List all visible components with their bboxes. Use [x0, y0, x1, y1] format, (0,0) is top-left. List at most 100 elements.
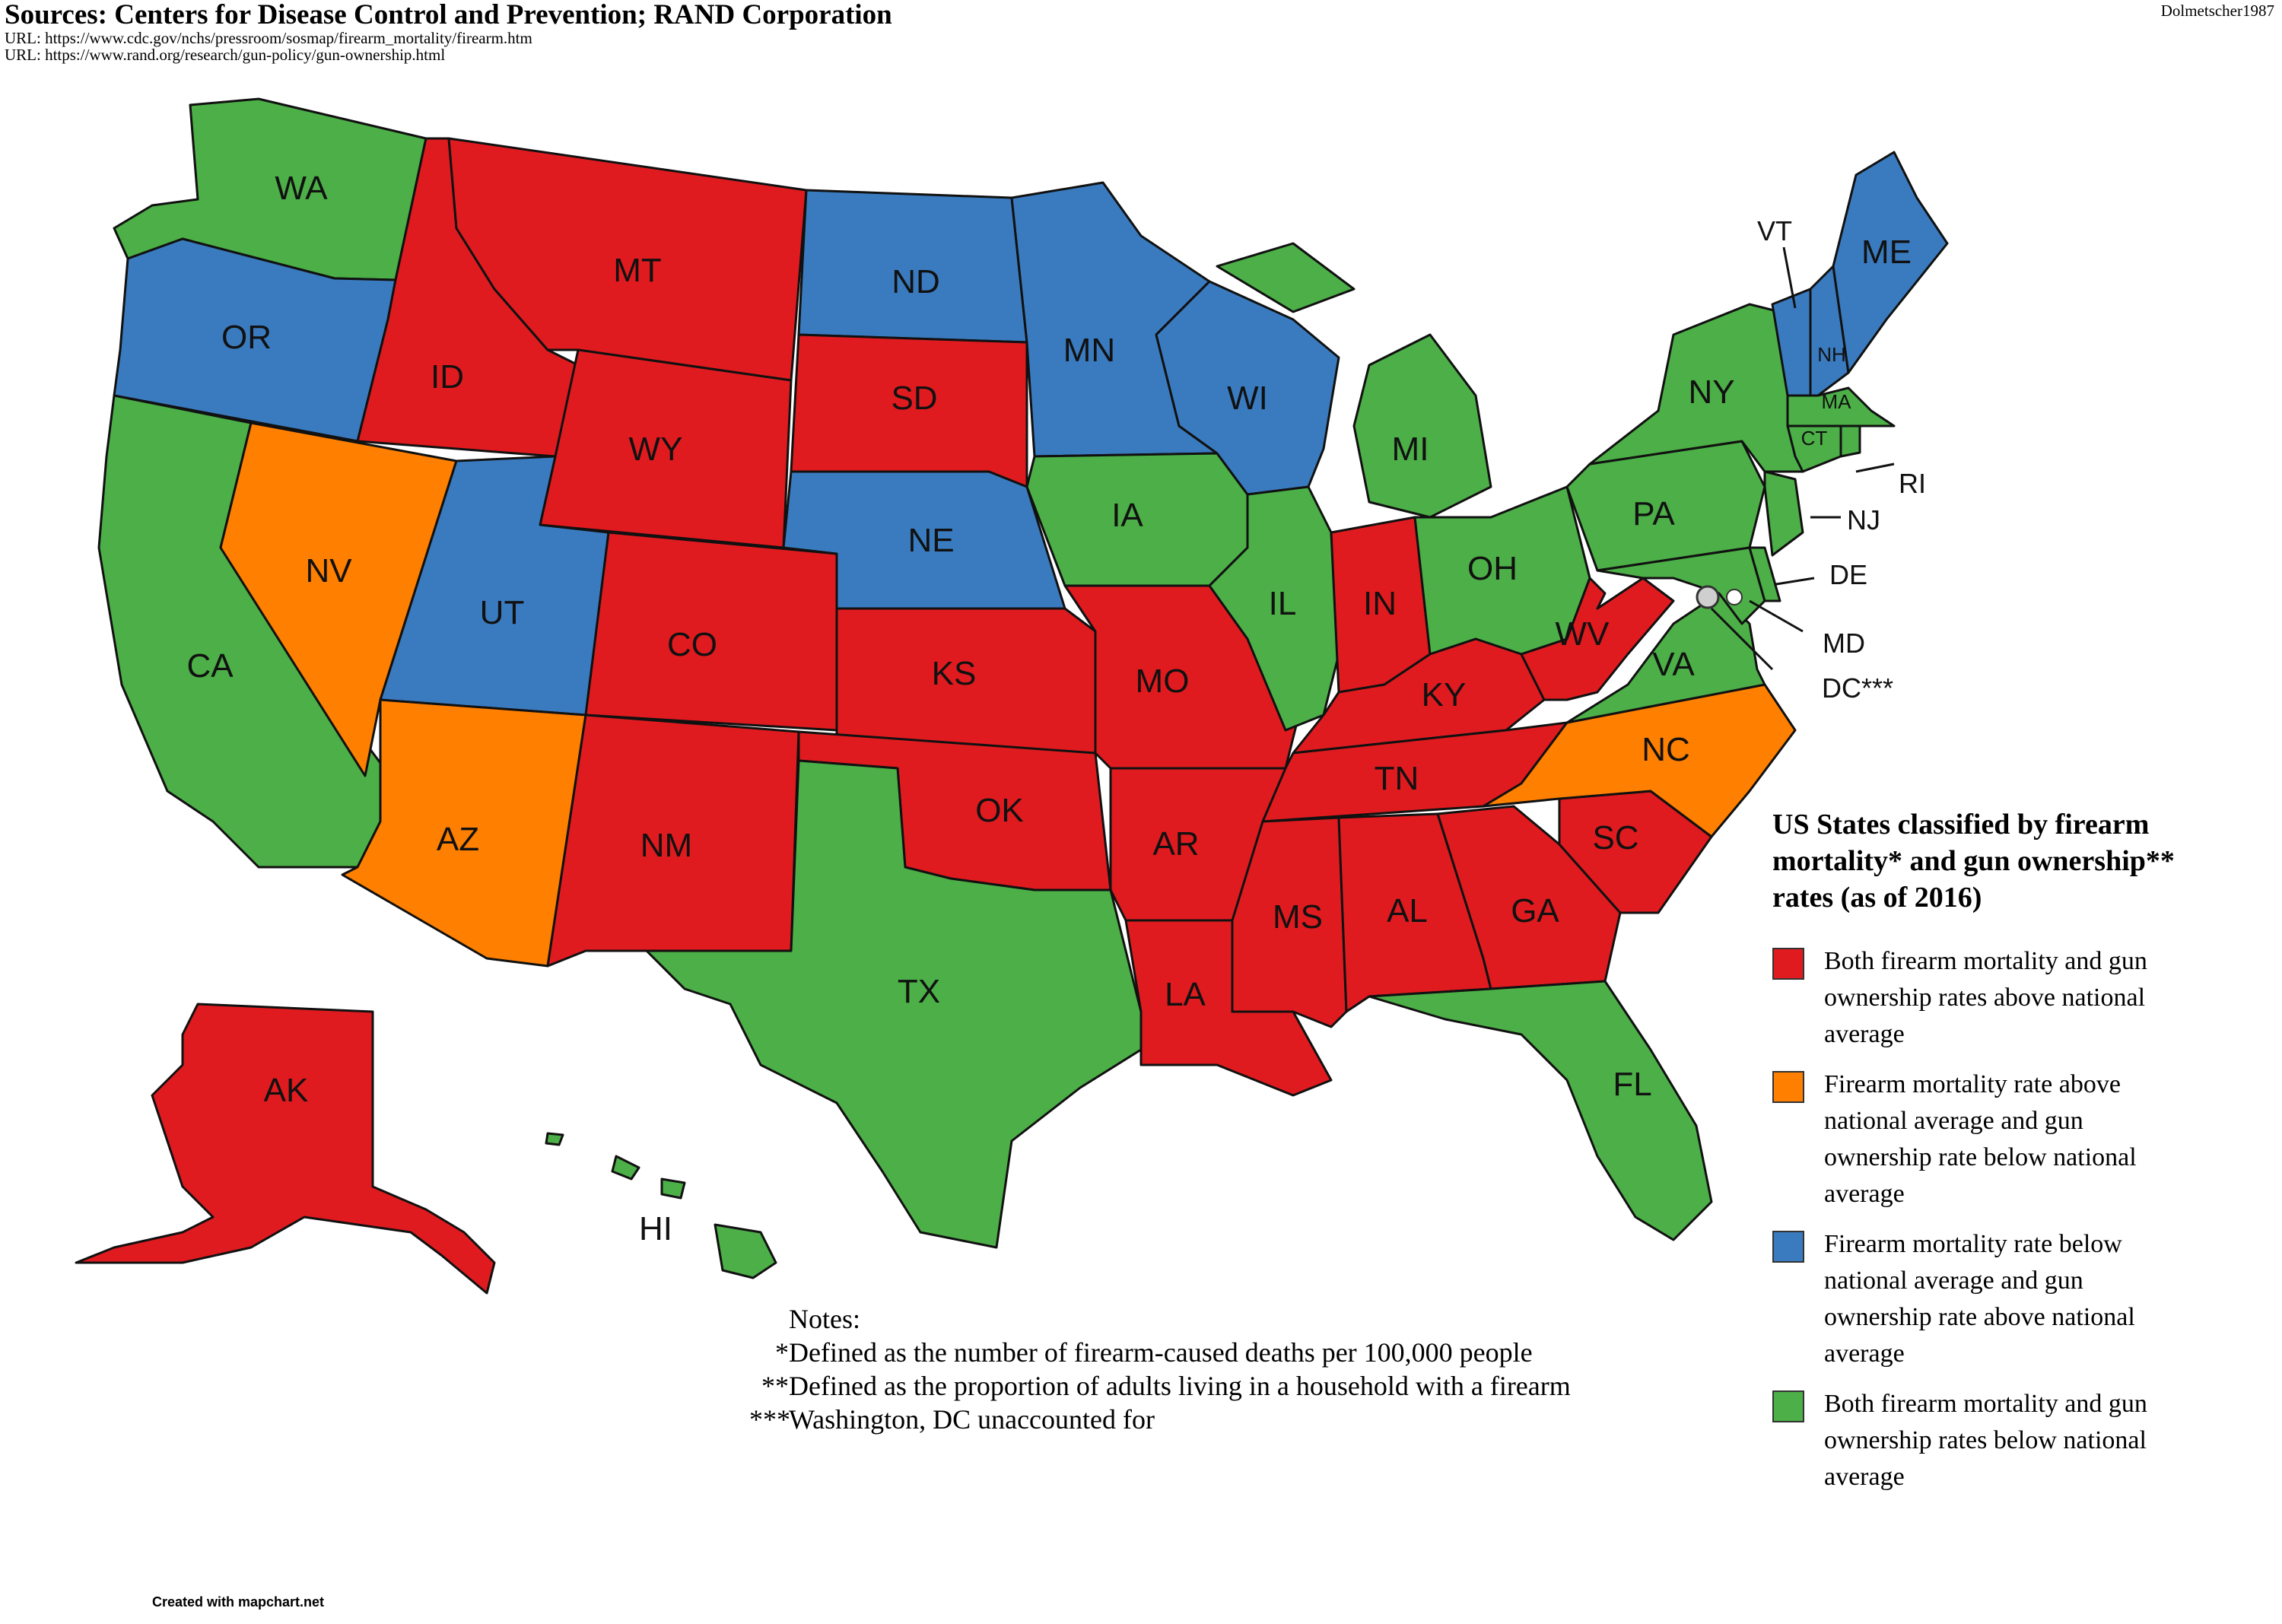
- legend-item-orange: Firearm mortality rate above national av…: [1772, 1066, 2229, 1212]
- state-MI-upper[interactable]: [1216, 242, 1356, 313]
- state-FL[interactable]: [1368, 980, 1713, 1241]
- label-LA: LA: [1165, 976, 1206, 1013]
- label-VA: VA: [1652, 646, 1695, 683]
- label-RI: RI: [1899, 468, 1926, 499]
- label-NM: NM: [640, 827, 692, 864]
- label-AZ: AZ: [437, 821, 479, 858]
- label-WI: WI: [1227, 380, 1268, 417]
- vt-leader-line: [1782, 246, 1797, 309]
- legend-title: US States classified by firearm mortalit…: [1772, 809, 2175, 914]
- label-SC: SC: [1592, 819, 1638, 856]
- label-DE: DE: [1829, 559, 1867, 590]
- state-TX[interactable]: [645, 759, 1143, 1249]
- label-UT: UT: [480, 594, 525, 631]
- url-cdc[interactable]: URL: https://www.cdc.gov/nchs/pressroom/…: [5, 29, 532, 47]
- state-WY[interactable]: [539, 348, 793, 549]
- label-NJ: NJ: [1847, 504, 1880, 536]
- state-NH[interactable]: [1809, 265, 1850, 397]
- label-MS: MS: [1273, 898, 1323, 936]
- label-MO: MO: [1136, 663, 1190, 700]
- legend-swatch-orange: [1772, 1071, 1804, 1103]
- note-mark: *: [775, 1337, 789, 1368]
- label-TX: TX: [898, 973, 940, 1010]
- label-DC: DC***: [1822, 672, 1893, 704]
- note-item: * Defined as the number of firearm-cause…: [749, 1336, 1616, 1369]
- state-GA[interactable]: [1436, 805, 1622, 990]
- label-GA: GA: [1511, 892, 1559, 930]
- label-AL: AL: [1387, 892, 1428, 930]
- legend-label-red: Both firearm mortality and gun ownership…: [1824, 947, 2147, 1048]
- note-item: ** Defined as the proportion of adults l…: [749, 1369, 1616, 1403]
- label-ID: ID: [431, 358, 464, 396]
- label-MA: MA: [1822, 390, 1852, 413]
- label-AR: AR: [1152, 825, 1199, 863]
- mapchart-credit[interactable]: Created with mapchart.net: [152, 1594, 325, 1610]
- label-MD: MD: [1823, 628, 1865, 659]
- label-ND: ND: [892, 263, 940, 300]
- notes-heading-row: Notes:: [749, 1302, 1616, 1336]
- dc-marker[interactable]: [1696, 585, 1720, 609]
- label-WV: WV: [1556, 615, 1610, 653]
- state-NJ[interactable]: [1763, 470, 1804, 557]
- note-mark: **: [761, 1371, 789, 1401]
- state-MI[interactable]: [1352, 333, 1492, 519]
- legend-swatch-blue: [1772, 1231, 1804, 1263]
- notes-block: Notes: * Defined as the number of firear…: [749, 1302, 1616, 1436]
- label-OR: OR: [221, 319, 272, 356]
- label-KS: KS: [932, 655, 977, 692]
- label-OK: OK: [975, 792, 1024, 829]
- state-ME[interactable]: [1832, 151, 1949, 374]
- md-leader-line: [1749, 599, 1804, 633]
- state-IL[interactable]: [1208, 485, 1340, 732]
- legend-label-orange: Firearm mortality rate above national av…: [1824, 1070, 2137, 1208]
- note-mark: ***: [749, 1404, 790, 1435]
- label-CA: CA: [186, 647, 234, 685]
- label-MI: MI: [1392, 431, 1429, 468]
- state-DE[interactable]: [1748, 546, 1781, 602]
- label-ME: ME: [1861, 234, 1912, 271]
- note-text: Washington, DC unaccounted for: [789, 1404, 1155, 1435]
- label-KY: KY: [1422, 676, 1467, 713]
- state-HI-islands[interactable]: [545, 1132, 686, 1200]
- legend-item-red: Both firearm mortality and gun ownership…: [1772, 943, 2229, 1053]
- state-RI[interactable]: [1839, 424, 1861, 458]
- url-rand[interactable]: URL: https://www.rand.org/research/gun-p…: [5, 46, 446, 64]
- md-marker[interactable]: [1726, 589, 1743, 605]
- label-NC: NC: [1642, 731, 1690, 768]
- label-IL: IL: [1269, 585, 1297, 622]
- state-NC[interactable]: [1482, 683, 1797, 838]
- label-FL: FL: [1613, 1066, 1651, 1103]
- legend-item-green: Both firearm mortality and gun ownership…: [1772, 1386, 2229, 1495]
- state-AK[interactable]: [75, 1003, 496, 1295]
- state-HI[interactable]: [714, 1223, 777, 1279]
- state-NV[interactable]: [219, 421, 458, 777]
- note-text: Defined as the number of firearm-caused …: [789, 1337, 1533, 1368]
- label-NE: NE: [907, 522, 954, 559]
- label-SD: SD: [891, 380, 937, 417]
- label-IA: IA: [1111, 497, 1143, 534]
- legend-swatch-green: [1772, 1390, 1804, 1422]
- state-CT[interactable]: [1786, 424, 1842, 473]
- legend-swatch-red: [1772, 948, 1804, 980]
- state-WI[interactable]: [1155, 280, 1340, 496]
- de-leader-line: [1775, 577, 1815, 586]
- label-NY: NY: [1688, 373, 1734, 411]
- legend-label-blue: Firearm mortality rate below national av…: [1824, 1230, 2135, 1368]
- dc-leader-line: [1710, 607, 1774, 671]
- label-TN: TN: [1375, 760, 1419, 797]
- label-CT: CT: [1801, 427, 1828, 450]
- label-NV: NV: [305, 552, 352, 590]
- label-VT: VT: [1757, 215, 1792, 246]
- label-HI: HI: [639, 1210, 672, 1247]
- label-MN: MN: [1063, 332, 1115, 369]
- label-AK: AK: [264, 1072, 309, 1109]
- legend-label-green: Both firearm mortality and gun ownership…: [1824, 1390, 2147, 1491]
- label-NH: NH: [1817, 343, 1846, 366]
- label-MT: MT: [613, 252, 662, 289]
- label-OH: OH: [1467, 550, 1518, 587]
- legend-item-blue: Firearm mortality rate below national av…: [1772, 1226, 2229, 1372]
- label-WY: WY: [629, 431, 683, 468]
- note-item: *** Washington, DC unaccounted for: [749, 1403, 1616, 1436]
- state-WV[interactable]: [1520, 577, 1675, 701]
- author-credit: Dolmetscher1987: [2160, 2, 2274, 20]
